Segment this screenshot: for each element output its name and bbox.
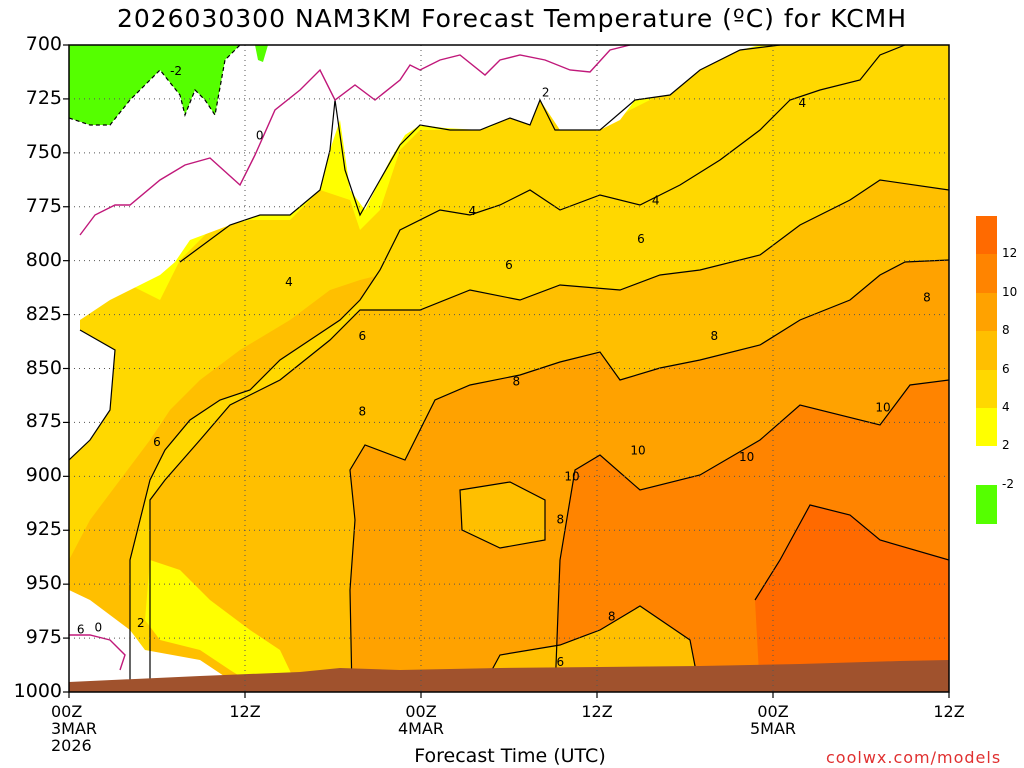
contour-label: 10 xyxy=(739,450,754,464)
x-axis-title: Forecast Time (UTC) xyxy=(414,745,606,767)
x-tick-label-line: 3MAR xyxy=(51,719,98,738)
y-tick-label: 825 xyxy=(25,302,62,325)
contour-label: 6 xyxy=(359,329,367,343)
region-yellow-lower xyxy=(145,560,300,692)
contour-8-low xyxy=(479,605,701,692)
contour-label: 4 xyxy=(652,193,660,207)
colorbar-bin xyxy=(976,331,997,370)
colorbar-bin xyxy=(976,292,997,332)
x-tick-label: 00Z 4MAR xyxy=(391,703,451,737)
credit-text: coolwx.com/models xyxy=(826,748,1002,767)
contour-label: 10 xyxy=(875,400,890,414)
y-tick-label: 750 xyxy=(25,140,62,163)
region-green-b xyxy=(255,45,268,62)
x-tick-label-line: 5MAR xyxy=(749,719,797,738)
colorbar-bin xyxy=(976,369,997,409)
colorbar-bin xyxy=(976,407,997,447)
region-green xyxy=(69,45,240,125)
colorbar-tick-label: 12 xyxy=(1002,246,1018,261)
contour-label: 8 xyxy=(711,329,719,343)
y-tick-label: 725 xyxy=(25,86,62,109)
y-tick-label: 900 xyxy=(25,464,62,487)
contour-label: 4 xyxy=(469,204,477,218)
colorbar-tick-label: 6 xyxy=(1002,361,1010,376)
contour-label: 4 xyxy=(285,275,293,289)
x-tick-label-line: 12Z xyxy=(581,702,613,721)
contour-12 xyxy=(754,504,949,601)
y-tick-label: 875 xyxy=(25,410,62,433)
x-tick-label-line: 00Z xyxy=(51,702,83,721)
y-tick-label: 950 xyxy=(25,572,62,595)
contour-label: 0 xyxy=(95,620,103,634)
chart-title: 2026030300 NAM3KM Forecast Temperature (… xyxy=(116,4,908,33)
contour-label: 2 xyxy=(542,85,550,99)
colorbar-tick-label: -2 xyxy=(1002,476,1014,491)
ground xyxy=(69,660,949,692)
y-tick-label: 800 xyxy=(25,248,62,271)
x-tick-label-line: 00Z xyxy=(757,702,789,721)
colorbar-tick-label: 4 xyxy=(1002,399,1010,414)
x-tick-label-line: 2026 xyxy=(51,736,92,755)
y-tick-label: 775 xyxy=(25,194,62,217)
x-tick-label: 12Z xyxy=(567,703,627,720)
contour-label: 6 xyxy=(77,622,85,636)
contour-label: 6 xyxy=(153,435,161,449)
y-tick-label: 850 xyxy=(25,356,62,379)
y-tick-label: 700 xyxy=(25,33,62,55)
x-tick-label: 12Z xyxy=(215,703,275,720)
contour-label: 4 xyxy=(799,96,807,110)
colorbar-tick-label: 2 xyxy=(1002,438,1010,453)
contour-4 xyxy=(129,45,906,692)
contour-label: 10 xyxy=(630,443,645,457)
contour-label: 8 xyxy=(557,512,565,526)
contour-6 xyxy=(149,179,949,692)
contour-label: 8 xyxy=(923,290,931,304)
x-tick-label: 00Z 3MAR 2026 xyxy=(51,703,111,754)
x-tick-label-line: 00Z xyxy=(405,702,437,721)
x-tick-label: 00Z 5MAR xyxy=(743,703,803,737)
region-white-upper xyxy=(69,45,760,460)
contour-label: 6 xyxy=(505,258,513,272)
contour-label: 10 xyxy=(564,469,579,483)
colorbar-bin xyxy=(976,216,997,255)
contour-0-lower xyxy=(69,634,126,671)
colorbar-bin xyxy=(976,484,997,524)
region-white-lower xyxy=(69,590,260,692)
contour-8-pocket xyxy=(459,481,546,549)
y-tick-label: 925 xyxy=(25,518,62,541)
region-12c xyxy=(755,505,949,692)
pocket-6-8c xyxy=(460,482,545,548)
x-tick-label-line: 12Z xyxy=(229,702,261,721)
contour-label: 0 xyxy=(256,129,264,143)
contour-label: 2 xyxy=(137,616,145,630)
contour-label: 6 xyxy=(557,655,565,669)
contour-label: -2 xyxy=(170,64,182,78)
contour-8 xyxy=(349,259,949,692)
x-tick-label-line: 4MAR xyxy=(397,719,445,738)
contour-2 xyxy=(69,45,781,461)
contour-label: 8 xyxy=(513,374,521,388)
colorbar-bin xyxy=(976,254,997,294)
colorbar xyxy=(976,216,997,524)
y-tick-label: 975 xyxy=(25,626,62,649)
colorbar-tick-label: 8 xyxy=(1002,323,1010,338)
colorbar-bin xyxy=(976,446,997,486)
contour-10 xyxy=(554,379,949,692)
x-tick-label-line: 12Z xyxy=(933,702,965,721)
x-tick-label: 12Z xyxy=(919,703,979,720)
y-tick-label: 1000 xyxy=(13,680,62,702)
contour-minus2 xyxy=(69,45,241,126)
colorbar-tick-label: 10 xyxy=(1002,284,1018,299)
contour-label: 8 xyxy=(608,610,616,624)
contour-0 xyxy=(79,45,631,236)
contour-label: 6 xyxy=(637,232,645,246)
contour-label: 8 xyxy=(359,405,367,419)
